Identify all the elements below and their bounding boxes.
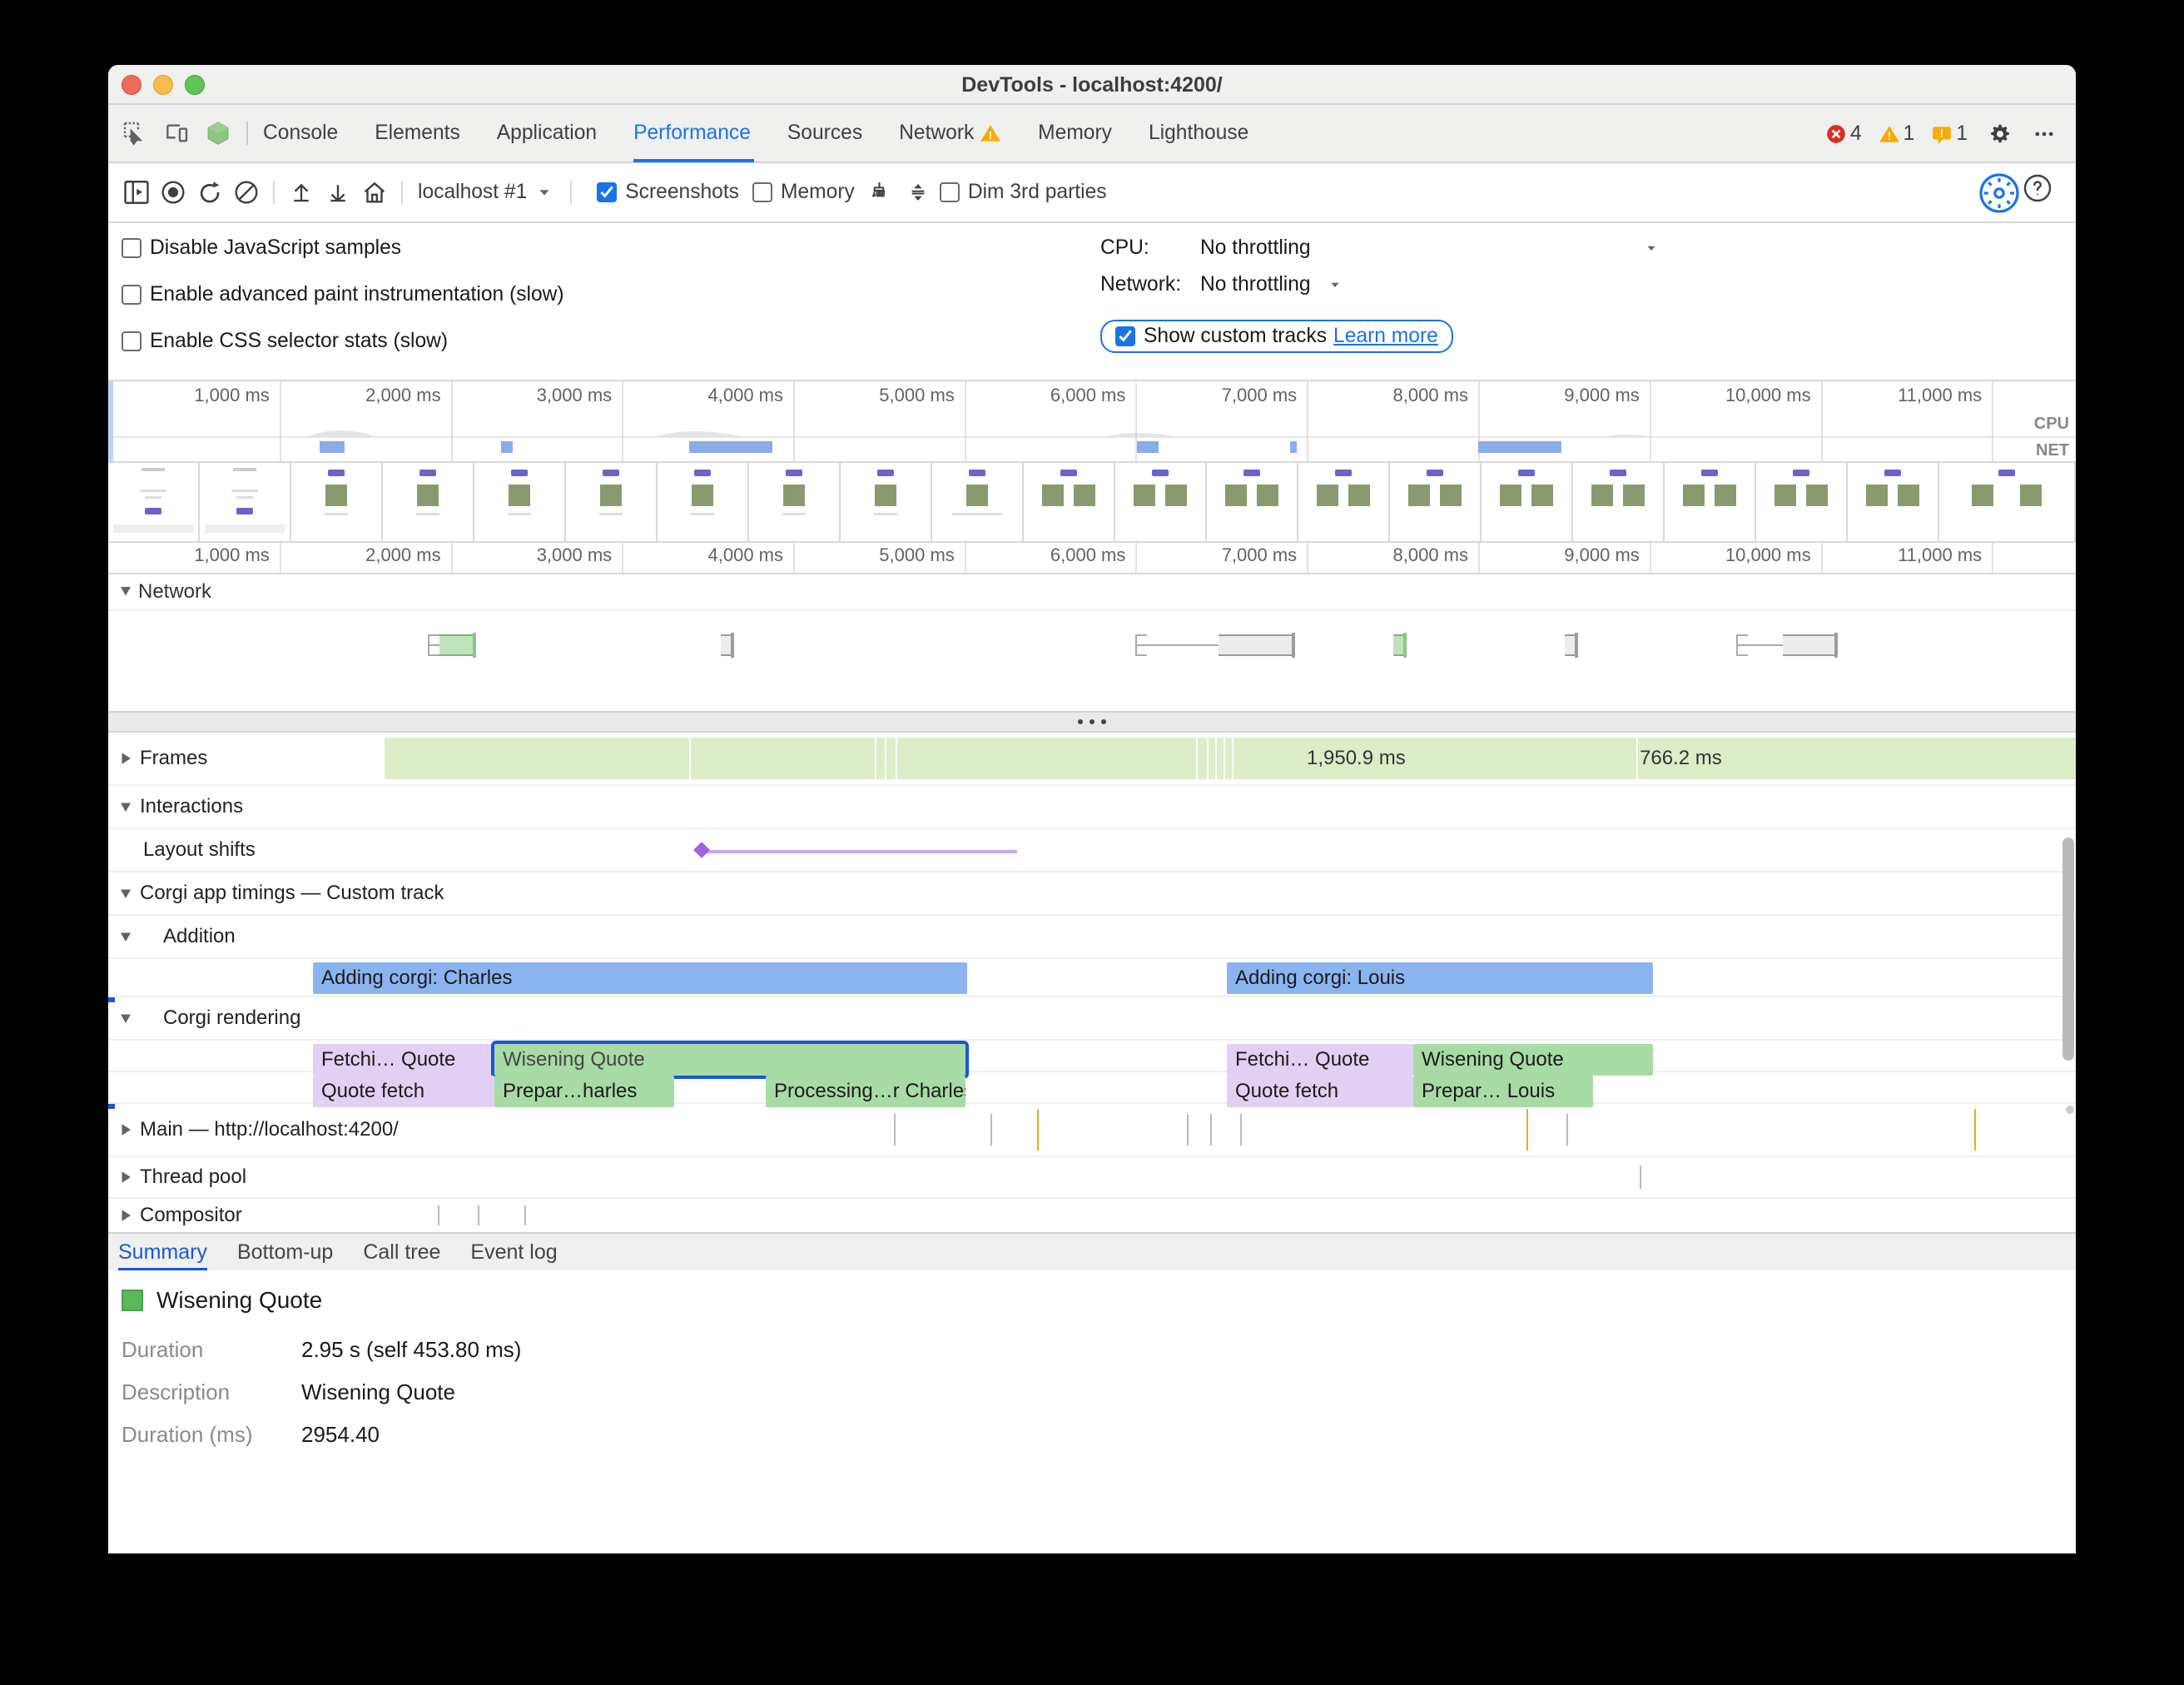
svg-text:!: !	[1940, 127, 1943, 139]
svg-text:!: !	[1887, 130, 1890, 142]
svg-text:!: !	[989, 129, 992, 142]
